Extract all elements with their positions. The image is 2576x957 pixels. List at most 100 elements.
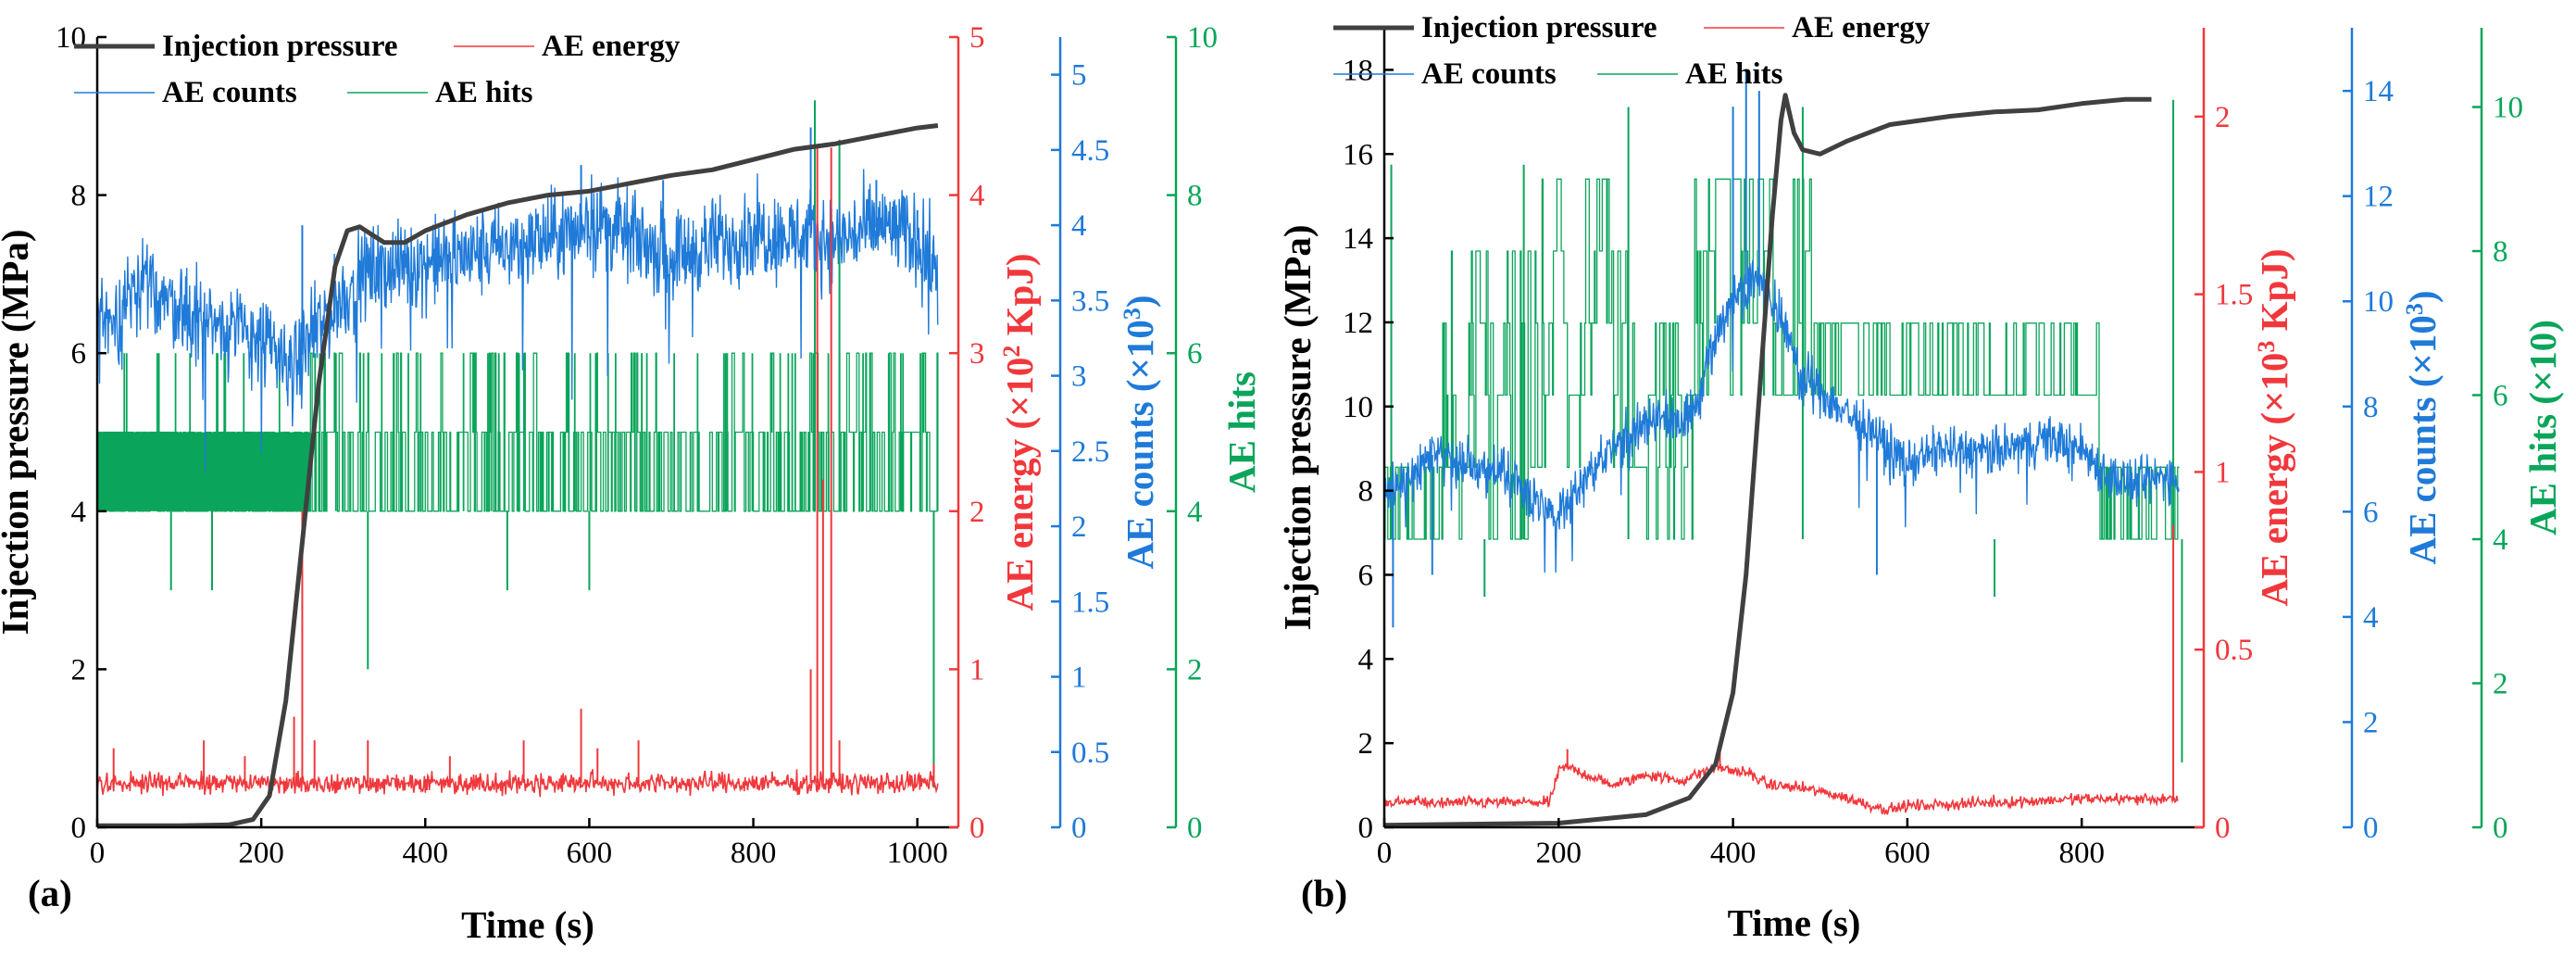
pressure-tick-label: 8 xyxy=(71,180,87,213)
pressure-tick-label: 6 xyxy=(71,337,87,371)
series-ae-energy xyxy=(96,769,939,798)
energy-tick-label: 0 xyxy=(2215,812,2231,845)
series-ae-hits xyxy=(97,352,939,512)
legend-entry: AE counts xyxy=(162,76,297,109)
hits-tick-label: 10 xyxy=(1187,21,1218,55)
hits-tick-label: 10 xyxy=(2493,92,2523,125)
counts-tick-label: 0 xyxy=(2363,812,2379,845)
panel-label: (b) xyxy=(1301,872,1347,914)
energy-tick-label: 0.5 xyxy=(2215,634,2253,667)
counts-axis-label-part: AE counts (×10 xyxy=(1119,320,1161,569)
counts-tick-label: 14 xyxy=(2363,75,2394,108)
energy-axis-label: AE energy (×103 KpJ) xyxy=(2253,249,2296,607)
hits-axis-label-part: AE hits (×10) xyxy=(2521,320,2564,535)
x-tick-label: 0 xyxy=(90,837,106,870)
pressure-tick-label: 2 xyxy=(71,653,87,686)
hits-tick-label: 4 xyxy=(1187,496,1203,529)
x-tick-label: 0 xyxy=(1377,837,1393,870)
energy-axis-label-part: KpJ) xyxy=(998,254,1041,346)
legend-entry: AE energy xyxy=(542,30,681,63)
series-layer xyxy=(96,100,939,828)
energy-tick-label: 1 xyxy=(2215,456,2231,489)
energy-tick-label: 2 xyxy=(969,496,985,529)
x-tick-label: 1000 xyxy=(887,837,948,870)
legend-entry: AE counts xyxy=(1421,57,1557,91)
pressure-tick-label: 4 xyxy=(1358,643,1374,676)
pressure-tick-label: 14 xyxy=(1343,222,1373,256)
pressure-tick-label: 12 xyxy=(1343,307,1373,340)
energy-tick-label: 1.5 xyxy=(2215,279,2253,312)
energy-axis-label: AE energy (×102 KpJ) xyxy=(998,254,1042,611)
counts-tick-label: 1 xyxy=(1071,661,1087,695)
hits-tick-label: 0 xyxy=(2493,812,2508,845)
counts-axis-label: AE counts (×103) xyxy=(1119,295,1162,569)
pressure-axis-label: Injection pressure (MPa) xyxy=(1276,224,1319,630)
energy-axis-label-part: 3 xyxy=(2253,341,2280,353)
hits-tick-label: 4 xyxy=(2493,523,2508,557)
series-layer xyxy=(1383,69,2183,828)
hits-tick-label: 2 xyxy=(1187,653,1203,686)
pressure-tick-label: 0 xyxy=(71,812,87,845)
counts-tick-label: 4 xyxy=(1071,209,1087,243)
series-ae-counts xyxy=(1383,259,2180,573)
series-ae-energy xyxy=(1383,760,2179,816)
counts-axis-label-part: AE counts (×10 xyxy=(2401,315,2444,564)
pressure-axis-label: Injection pressure (MPa) xyxy=(0,229,36,635)
hits-tick-label: 6 xyxy=(1187,337,1203,371)
x-tick-label: 400 xyxy=(403,837,449,870)
counts-tick-label: 8 xyxy=(2363,391,2379,424)
counts-axis-label-part: 3 xyxy=(1119,308,1145,320)
hits-tick-label: 8 xyxy=(1187,180,1203,213)
counts-tick-label: 2 xyxy=(1071,510,1087,544)
legend: Injection pressure AE energy AE counts AE h… xyxy=(1333,11,1931,91)
counts-tick-label: 0 xyxy=(1071,812,1087,845)
counts-tick-label: 5 xyxy=(1071,59,1087,93)
x-tick-label: 200 xyxy=(1536,837,1582,870)
counts-tick-label: 4 xyxy=(2363,601,2379,635)
counts-axis-label-part: ) xyxy=(2401,290,2444,303)
series-ae-counts xyxy=(96,169,939,473)
hits-tick-label: 8 xyxy=(2493,235,2508,269)
pressure-tick-label: 10 xyxy=(1343,391,1373,424)
pressure-tick-label: 2 xyxy=(1358,727,1374,761)
counts-tick-label: 4.5 xyxy=(1071,134,1109,168)
pressure-tick-label: 8 xyxy=(1358,475,1374,509)
energy-tick-label: 2 xyxy=(2215,101,2231,134)
counts-tick-label: 2 xyxy=(2363,706,2379,739)
energy-tick-label: 0 xyxy=(969,812,985,845)
pressure-tick-label: 18 xyxy=(1343,54,1373,87)
pressure-tick-label: 16 xyxy=(1343,138,1373,171)
energy-axis-label-part: AE energy (×10 xyxy=(2253,353,2295,607)
legend-entry: Injection pressure xyxy=(162,30,398,63)
x-tick-label: 800 xyxy=(731,837,777,870)
hits-tick-label: 2 xyxy=(2493,668,2508,701)
counts-axis-label-part: 3 xyxy=(2401,303,2428,315)
energy-tick-label: 5 xyxy=(969,21,985,55)
pressure-tick-label: 6 xyxy=(1358,559,1374,592)
series-ae-hits xyxy=(1384,178,2180,540)
counts-tick-label: 12 xyxy=(2363,181,2394,214)
hits-tick-label: 6 xyxy=(2493,380,2508,413)
counts-tick-label: 3.5 xyxy=(1071,284,1109,318)
legend-entry: AE energy xyxy=(1792,11,1931,44)
hits-axis-label: AE hits xyxy=(1220,371,1263,493)
energy-axis-label-part: 2 xyxy=(998,346,1025,358)
x-tick-label: 200 xyxy=(238,837,284,870)
x-tick-label: 600 xyxy=(1884,837,1931,870)
hits-tick-label: 0 xyxy=(1187,812,1203,845)
pressure-tick-label: 0 xyxy=(1358,812,1374,845)
counts-axis-label-part: ) xyxy=(1119,295,1161,308)
pressure-tick-label: 10 xyxy=(56,21,86,55)
energy-tick-label: 3 xyxy=(969,337,985,371)
energy-tick-label: 1 xyxy=(969,653,985,686)
counts-tick-label: 3 xyxy=(1071,360,1087,394)
panel-label: (a) xyxy=(28,872,72,914)
energy-axis-label-part: KpJ) xyxy=(2253,249,2295,341)
series-injection-pressure xyxy=(1383,93,2152,828)
legend-entry: Injection pressure xyxy=(1421,11,1657,44)
